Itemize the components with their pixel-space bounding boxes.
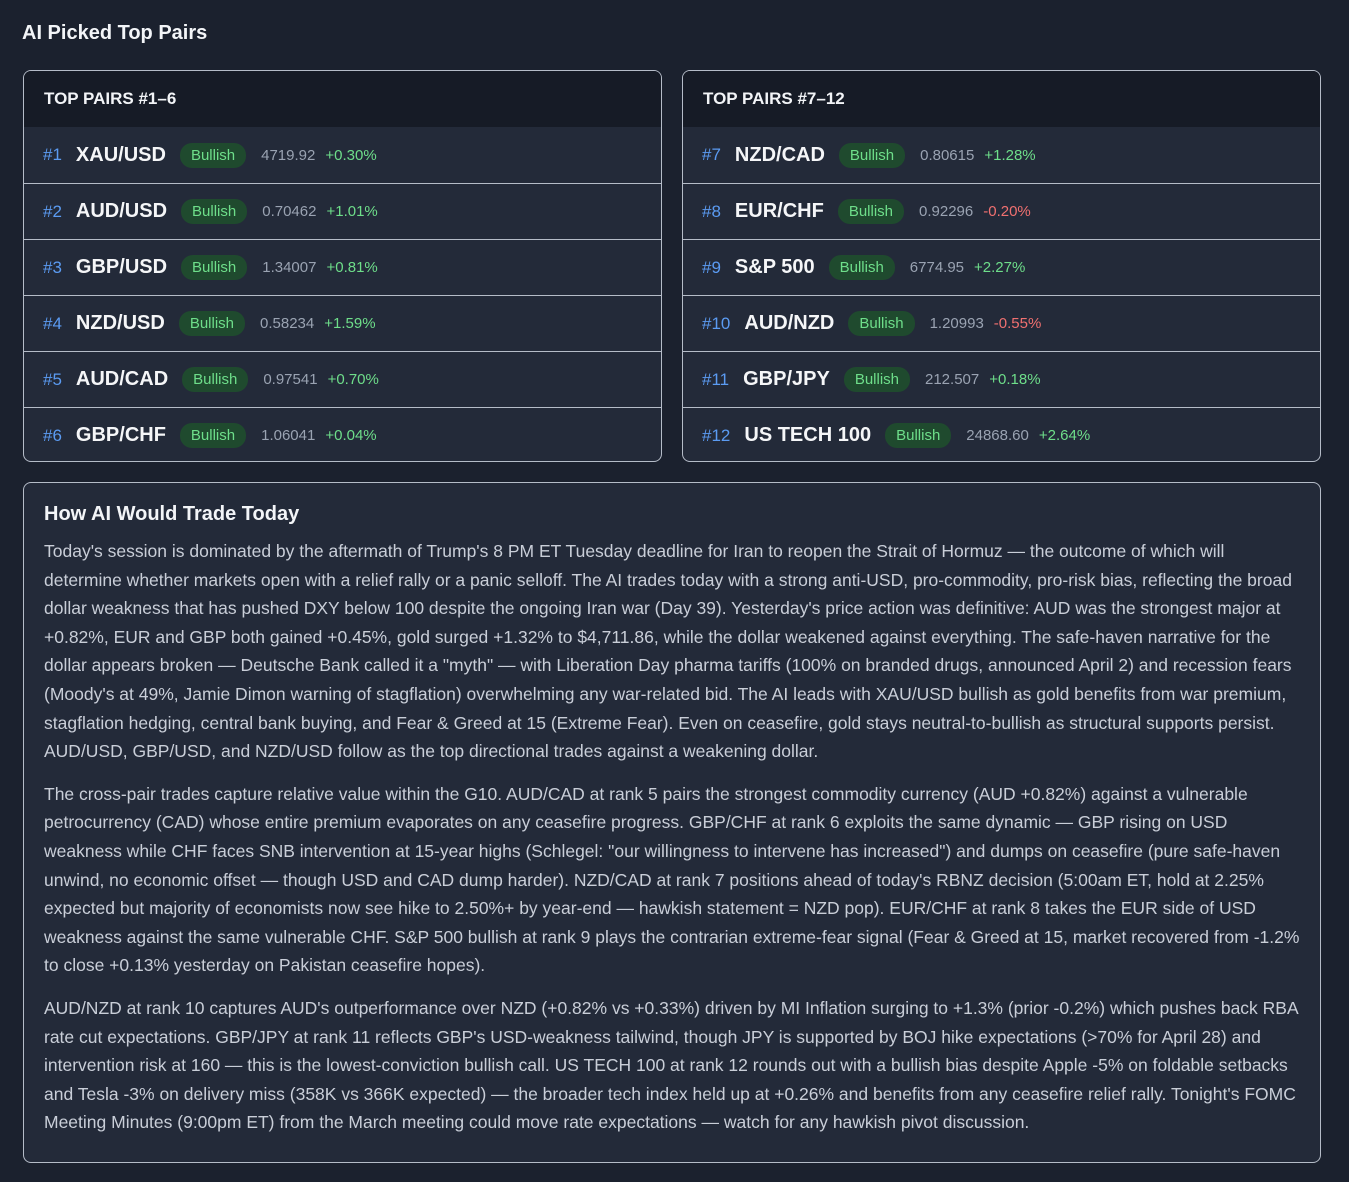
pair-price: 0.70462 xyxy=(262,203,317,220)
pair-list: #1 XAU/USD Bullish 4719.92 +0.30% #2 AUD/USD Bu… xyxy=(24,127,661,461)
pair-change: -0.20% xyxy=(983,203,1031,220)
pair-rank: #5 xyxy=(43,369,62,389)
pair-price: 0.92296 xyxy=(919,203,974,220)
pair-price: 24868.60 xyxy=(966,427,1029,444)
top-pairs-panel-2: TOP PAIRS #7–12 #7 NZD/CAD Bullish 0.80615 +… xyxy=(682,70,1321,462)
analysis-paragraph: Today's session is dominated by the afte… xyxy=(44,541,1292,762)
pair-change: -0.55% xyxy=(993,315,1042,332)
bias-badge: Bullish xyxy=(848,311,915,336)
pair-price: 0.97541 xyxy=(263,371,318,388)
pair-name: US TECH 100 xyxy=(744,424,872,446)
pair-rank: #8 xyxy=(702,201,721,221)
pair-change: +0.70% xyxy=(327,371,379,388)
pair-price: 1.20993 xyxy=(929,315,984,332)
bias-badge: Bullish xyxy=(837,199,904,224)
pair-change: +0.30% xyxy=(325,146,377,164)
bias-badge: Bullish xyxy=(179,423,247,448)
pair-name: EUR/CHF xyxy=(734,200,824,222)
page-title: AI Picked Top Pairs xyxy=(22,22,208,44)
pair-name: NZD/CAD xyxy=(734,143,825,166)
pair-name: S&P 500 xyxy=(734,256,815,278)
pair-rank: #6 xyxy=(43,425,62,445)
pair-row[interactable]: #9 S&P 500 Bullish 6774.95 +2.27% xyxy=(683,239,1320,295)
pair-name: XAU/USD xyxy=(75,143,166,166)
pair-price: 1.06041 xyxy=(261,427,316,444)
pair-change: +0.04% xyxy=(325,427,377,444)
pair-change: +1.59% xyxy=(324,315,376,332)
bias-badge: Bullish xyxy=(182,367,249,392)
pair-change: +1.01% xyxy=(326,203,378,220)
pair-name: AUD/CAD xyxy=(75,368,169,390)
bias-badge: Bullish xyxy=(179,142,247,168)
pair-row[interactable]: #10 AUD/NZD Bullish 1.20993 -0.55% xyxy=(683,295,1320,351)
pair-change: +0.18% xyxy=(989,371,1041,388)
panel-title: TOP PAIRS #1–6 xyxy=(24,71,661,127)
pair-rank: #9 xyxy=(702,257,721,277)
analysis-card: How AI Would Trade Today Today's session… xyxy=(23,482,1321,1163)
pair-row[interactable]: #3 GBP/USD Bullish 1.34007 +0.81% xyxy=(24,239,661,295)
bias-badge: Bullish xyxy=(885,423,952,448)
pair-name: AUD/NZD xyxy=(744,312,835,334)
pair-change: +0.81% xyxy=(326,259,378,276)
pair-price: 1.34007 xyxy=(262,259,317,276)
pair-rank: #11 xyxy=(702,369,730,389)
analysis-paragraph: The cross-pair trades capture relative v… xyxy=(44,783,1300,976)
pair-name: AUD/USD xyxy=(75,200,168,222)
pair-row[interactable]: #7 NZD/CAD Bullish 0.80615 +1.28% xyxy=(683,127,1320,183)
pair-row[interactable]: #6 GBP/CHF Bullish 1.06041 +0.04% xyxy=(24,407,661,461)
pair-change: +2.27% xyxy=(974,259,1026,276)
pair-name: GBP/JPY xyxy=(743,368,830,390)
pair-row[interactable]: #12 US TECH 100 Bullish 24868.60 +2.64% xyxy=(683,407,1320,461)
analysis-paragraph: AUD/NZD at rank 10 captures AUD's outper… xyxy=(44,997,1298,1133)
bias-badge: Bullish xyxy=(843,367,910,392)
top-pairs-panel-1: TOP PAIRS #1–6 #1 XAU/USD Bullish 4719.92 +0… xyxy=(23,70,662,462)
pair-list: #7 NZD/CAD Bullish 0.80615 +1.28% #8 EUR/CHF Bu… xyxy=(683,127,1320,461)
pair-row[interactable]: #4 NZD/USD Bullish 0.58234 +1.59% xyxy=(24,295,661,351)
pair-rank: #4 xyxy=(43,313,62,333)
pair-change: +1.28% xyxy=(984,146,1036,164)
panel-title: TOP PAIRS #7–12 xyxy=(683,71,1320,127)
pair-name: GBP/CHF xyxy=(75,424,166,446)
bias-badge: Bullish xyxy=(838,142,906,168)
pair-change: +2.64% xyxy=(1038,427,1091,444)
pair-row[interactable]: #2 AUD/USD Bullish 0.70462 +1.01% xyxy=(24,183,661,239)
pair-rank: #3 xyxy=(43,257,62,277)
pair-rank: #1 xyxy=(43,145,62,164)
pair-name: GBP/USD xyxy=(75,256,168,278)
pair-name: NZD/USD xyxy=(75,312,165,334)
bias-badge: Bullish xyxy=(181,255,248,280)
pair-price: 0.58234 xyxy=(260,315,315,332)
pair-rank: #2 xyxy=(43,201,62,221)
pair-row[interactable]: #5 AUD/CAD Bullish 0.97541 +0.70% xyxy=(24,351,661,407)
pair-price: 4719.92 xyxy=(261,146,316,164)
pair-row[interactable]: #8 EUR/CHF Bullish 0.92296 -0.20% xyxy=(683,183,1320,239)
pair-row[interactable]: #11 GBP/JPY Bullish 212.507 +0.18% xyxy=(683,351,1320,407)
pair-price: 6774.95 xyxy=(909,259,965,276)
pair-price: 0.80615 xyxy=(920,146,975,164)
bias-badge: Bullish xyxy=(828,255,895,280)
pair-rank: #7 xyxy=(702,145,721,164)
bias-badge: Bullish xyxy=(178,311,245,336)
pair-rank: #12 xyxy=(702,425,731,445)
bias-badge: Bullish xyxy=(181,199,248,224)
pair-row[interactable]: #1 XAU/USD Bullish 4719.92 +0.30% xyxy=(24,127,661,183)
pair-rank: #10 xyxy=(702,313,731,333)
pair-price: 212.507 xyxy=(925,371,980,388)
analysis-title: How AI Would Trade Today xyxy=(44,503,300,525)
